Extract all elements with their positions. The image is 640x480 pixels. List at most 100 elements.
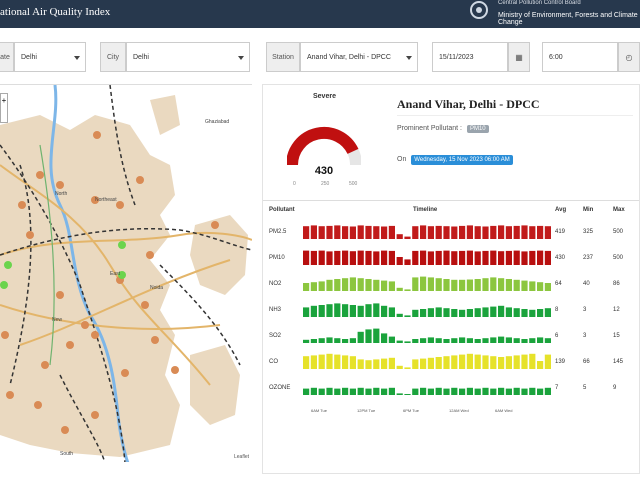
timeline-bar[interactable] bbox=[381, 305, 388, 317]
timeline-bar[interactable] bbox=[326, 304, 333, 317]
timeline-bar[interactable] bbox=[310, 355, 317, 369]
timeline-bar[interactable] bbox=[498, 357, 505, 369]
timeline-bar[interactable] bbox=[412, 388, 419, 395]
timeline-bar[interactable] bbox=[404, 289, 411, 291]
timeline-bar[interactable] bbox=[349, 251, 356, 265]
timeline-bar[interactable] bbox=[490, 225, 497, 239]
timeline-bar[interactable] bbox=[303, 388, 310, 395]
timeline-bar[interactable] bbox=[482, 355, 489, 369]
timeline-bar[interactable] bbox=[334, 338, 341, 343]
timeline-bar[interactable] bbox=[474, 251, 481, 265]
timeline-bar[interactable] bbox=[381, 280, 388, 291]
timeline-bar[interactable] bbox=[482, 338, 489, 343]
timeline-bar[interactable] bbox=[466, 309, 473, 317]
timeline-bar[interactable] bbox=[466, 250, 473, 265]
timeline-bar[interactable] bbox=[443, 250, 450, 265]
timeline-bar[interactable] bbox=[435, 307, 442, 317]
timeline-bar[interactable] bbox=[459, 354, 466, 369]
timeline-bar[interactable] bbox=[435, 225, 442, 239]
timeline-bar[interactable] bbox=[365, 225, 372, 239]
timeline-bar[interactable] bbox=[427, 226, 434, 239]
timeline-bar[interactable] bbox=[459, 388, 466, 395]
timeline-bar[interactable] bbox=[498, 278, 505, 291]
timeline-bar[interactable] bbox=[357, 331, 364, 343]
timeline-bar[interactable] bbox=[435, 357, 442, 369]
timeline-bar[interactable] bbox=[513, 250, 520, 265]
timeline-bar[interactable] bbox=[443, 388, 450, 395]
timeline-bar[interactable] bbox=[396, 393, 403, 395]
timeline-bar[interactable] bbox=[451, 251, 458, 265]
timeline-bar[interactable] bbox=[443, 339, 450, 343]
timeline-bar[interactable] bbox=[466, 387, 473, 395]
timeline-bar[interactable] bbox=[544, 250, 551, 265]
timeline-bar[interactable] bbox=[505, 307, 512, 317]
timeline-bar[interactable] bbox=[412, 277, 419, 291]
timeline-bar[interactable] bbox=[459, 279, 466, 291]
timeline-bar[interactable] bbox=[537, 225, 544, 239]
timeline-bar[interactable] bbox=[310, 225, 317, 239]
timeline-bar[interactable] bbox=[435, 278, 442, 291]
city-select[interactable]: Delhi bbox=[126, 42, 250, 72]
timeline-bar[interactable] bbox=[490, 306, 497, 317]
timeline-bar[interactable] bbox=[537, 388, 544, 395]
timeline-bar[interactable] bbox=[349, 356, 356, 369]
timeline-bar[interactable] bbox=[482, 387, 489, 395]
good-station-markers[interactable] bbox=[0, 241, 126, 289]
timeline-bar[interactable] bbox=[505, 279, 512, 291]
timeline-bar[interactable] bbox=[388, 336, 395, 343]
timeline-bar[interactable] bbox=[349, 277, 356, 291]
timeline-bar[interactable] bbox=[334, 279, 341, 291]
timeline-bar[interactable] bbox=[466, 225, 473, 239]
timeline-bar[interactable] bbox=[334, 303, 341, 317]
timeline-bar[interactable] bbox=[381, 250, 388, 265]
timeline-bar[interactable] bbox=[396, 313, 403, 317]
calendar-icon[interactable]: ▦ bbox=[508, 42, 530, 72]
timeline-bar[interactable] bbox=[303, 307, 310, 317]
timeline-bar[interactable] bbox=[529, 387, 536, 395]
timeline-bar[interactable] bbox=[303, 250, 310, 265]
timeline-bar[interactable] bbox=[388, 250, 395, 265]
timeline-bar[interactable] bbox=[505, 250, 512, 265]
timeline-bar[interactable] bbox=[326, 279, 333, 291]
timeline-bar[interactable] bbox=[420, 225, 427, 239]
timeline-bar[interactable] bbox=[498, 225, 505, 239]
timeline-bar[interactable] bbox=[420, 338, 427, 343]
timeline-bar[interactable] bbox=[318, 305, 325, 317]
timeline-bar[interactable] bbox=[373, 328, 380, 343]
timeline-bar[interactable] bbox=[318, 226, 325, 239]
timeline-bar[interactable] bbox=[303, 339, 310, 343]
timeline-bar[interactable] bbox=[342, 250, 349, 265]
time-input[interactable]: 6:00 bbox=[542, 42, 618, 72]
timeline-bar[interactable] bbox=[513, 387, 520, 395]
timeline-bar[interactable] bbox=[513, 225, 520, 239]
timeline-bar[interactable] bbox=[342, 226, 349, 239]
timeline-bar[interactable] bbox=[396, 257, 403, 265]
timeline-bar[interactable] bbox=[521, 309, 528, 317]
timeline-bar[interactable] bbox=[443, 226, 450, 239]
timeline-bar[interactable] bbox=[459, 250, 466, 265]
timeline-bar[interactable] bbox=[303, 356, 310, 369]
timeline-bar[interactable] bbox=[310, 305, 317, 317]
timeline-bar[interactable] bbox=[490, 277, 497, 291]
timeline-bar[interactable] bbox=[373, 387, 380, 395]
map-attribution[interactable]: Leaflet bbox=[233, 454, 249, 460]
timeline-bar[interactable] bbox=[537, 309, 544, 317]
timeline-bar[interactable] bbox=[388, 357, 395, 369]
timeline-bar[interactable] bbox=[334, 388, 341, 395]
timeline-bar[interactable] bbox=[521, 280, 528, 291]
timeline-bar[interactable] bbox=[490, 337, 497, 343]
timeline-bar[interactable] bbox=[334, 250, 341, 265]
timeline-bar[interactable] bbox=[326, 353, 333, 369]
timeline-bar[interactable] bbox=[420, 276, 427, 291]
station-map[interactable]: Ghaziabad North Northeast Noida East New… bbox=[0, 84, 252, 462]
timeline-bar[interactable] bbox=[404, 367, 411, 369]
timeline-bar[interactable] bbox=[537, 282, 544, 291]
timeline-bar[interactable] bbox=[544, 283, 551, 291]
timeline-bar[interactable] bbox=[396, 365, 403, 369]
timeline-bar[interactable] bbox=[427, 308, 434, 317]
timeline-bar[interactable] bbox=[466, 279, 473, 292]
timeline-bar[interactable] bbox=[466, 338, 473, 343]
timeline-bar[interactable] bbox=[513, 308, 520, 317]
timeline-bar[interactable] bbox=[326, 225, 333, 239]
timeline-bar[interactable] bbox=[404, 394, 411, 395]
